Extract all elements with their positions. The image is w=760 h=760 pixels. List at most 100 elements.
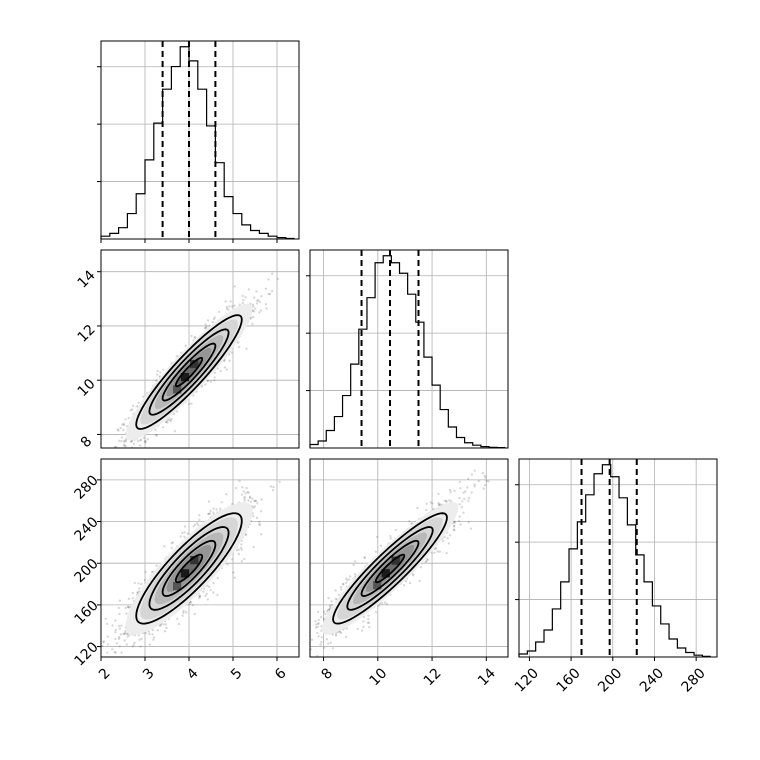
scatter-point — [118, 599, 122, 602]
scatter-point — [334, 632, 338, 636]
scatter-point — [473, 483, 476, 486]
scatter-point — [114, 465, 116, 467]
scatter-point — [251, 505, 254, 508]
scatter-point — [453, 520, 456, 523]
scatter-point — [195, 522, 199, 525]
x-tick-label-1-3: 14 — [475, 665, 499, 689]
scatter-point — [155, 564, 158, 567]
x-tick-label-0-0: 2 — [96, 665, 114, 683]
scatter-point — [123, 443, 126, 446]
scatter-point — [453, 521, 456, 524]
scatter-point — [458, 515, 461, 518]
x-tick-label-0-1: 3 — [140, 665, 158, 683]
scatter-point — [437, 492, 440, 495]
scatter-point — [483, 484, 487, 487]
scatter-point — [118, 450, 120, 452]
scatter-point — [146, 438, 149, 441]
scatter-point — [323, 646, 326, 649]
scatter-point — [131, 597, 134, 600]
x-tick-label-2-0: 120 — [512, 665, 542, 695]
y-tick-label-2-1: 160 — [72, 598, 102, 628]
density-peak-1 — [391, 556, 400, 565]
scatter-point — [250, 316, 253, 319]
scatter-point — [270, 290, 274, 293]
scatter-point — [131, 455, 133, 457]
scatter-point — [208, 512, 212, 515]
scatter-point — [233, 285, 236, 288]
scatter-point — [356, 627, 359, 631]
scatter-point — [449, 500, 453, 503]
scatter-point — [344, 581, 348, 585]
scatter-point — [154, 428, 157, 431]
scatter-point — [425, 502, 428, 505]
scatter-point — [437, 503, 440, 507]
scatter-point — [254, 499, 258, 503]
scatter-point — [452, 528, 456, 531]
scatter-point — [482, 487, 485, 490]
scatter-point — [337, 593, 341, 597]
scatter-point — [244, 533, 248, 536]
scatter-point — [427, 558, 430, 561]
scatter-point — [353, 560, 357, 563]
scatter-point — [220, 501, 223, 504]
scatter-point — [212, 582, 215, 585]
scatter-point — [441, 540, 445, 543]
scatter-point — [211, 320, 214, 324]
panel-content — [101, 250, 299, 476]
scatter-point — [182, 611, 185, 614]
scatter-point — [129, 409, 132, 412]
hist-frame — [309, 249, 509, 449]
scatter-point — [116, 662, 118, 664]
scatter-point — [127, 605, 130, 608]
scatter-point — [137, 582, 140, 585]
scatter-point — [425, 559, 428, 563]
density-contour-2 — [161, 539, 217, 597]
scatter-point — [438, 550, 441, 553]
scatter-point — [118, 645, 121, 648]
scatter-point — [183, 525, 187, 528]
scatter-point — [117, 606, 121, 610]
scatter-point — [307, 646, 309, 648]
scatter-point — [246, 490, 249, 494]
scatter-point — [238, 479, 241, 483]
density-contour-3 — [374, 553, 406, 584]
scatter-point — [242, 298, 245, 302]
scatter-point — [314, 620, 317, 623]
scatter-point — [271, 272, 274, 275]
scatter-point — [329, 641, 332, 644]
scatter-point — [436, 550, 439, 553]
scatter-point — [181, 531, 184, 535]
scatter-point — [111, 648, 114, 651]
scatter-point — [429, 501, 432, 504]
scatter-point — [267, 278, 270, 281]
scatter-point — [125, 632, 129, 635]
scatter-point — [334, 634, 338, 637]
scatter-point — [204, 594, 207, 598]
scatter-point — [462, 511, 465, 514]
scatter-point — [150, 570, 154, 574]
scatter-point — [467, 496, 471, 500]
scatter-point — [258, 523, 262, 526]
scatter-point — [130, 440, 133, 444]
scatter-point — [106, 474, 108, 476]
scatter-point — [252, 315, 255, 319]
scatter-point — [304, 646, 306, 648]
scatter-point — [234, 486, 238, 490]
scatter-point — [163, 545, 166, 548]
scatter-point — [147, 630, 150, 633]
scatter-point — [148, 632, 151, 636]
scatter-point — [105, 456, 107, 458]
scatter-point — [165, 420, 168, 424]
scatter-point — [182, 609, 185, 613]
scatter-point — [124, 445, 127, 448]
scatter-point — [166, 421, 169, 424]
scatter-point — [380, 602, 384, 605]
scatter-point — [123, 631, 127, 635]
density-contour-1 — [346, 526, 434, 611]
scatter-point — [170, 542, 173, 545]
scatter-point — [272, 485, 275, 489]
y-tick-label-2-0: 120 — [72, 639, 102, 669]
scatter-point — [114, 631, 117, 634]
x-tick-label-1-1: 10 — [367, 665, 391, 689]
